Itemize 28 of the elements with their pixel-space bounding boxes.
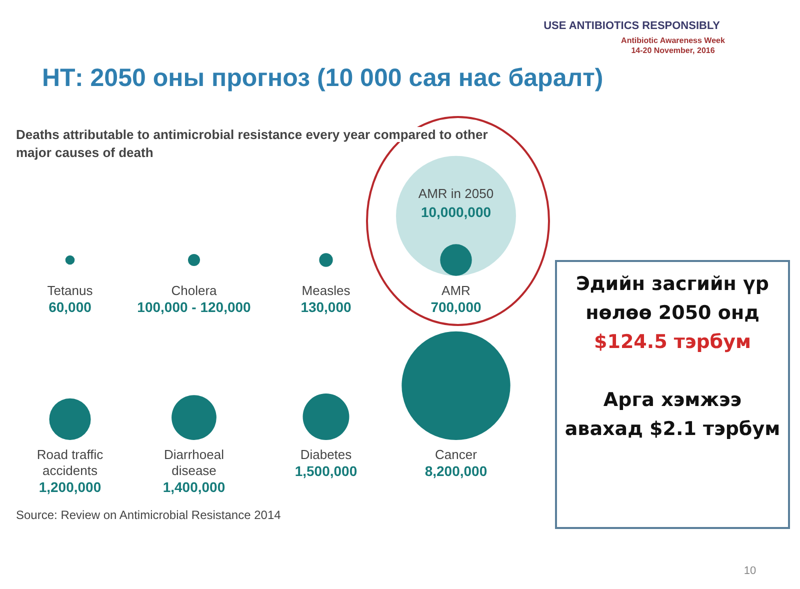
category-label: Road traffic accidents bbox=[36, 447, 104, 478]
text: Deaths attributable to antimicrobial resistance every year compared to other major causes of death bbox=[16, 127, 488, 160]
category-label: Measles bbox=[302, 283, 351, 298]
data-label: 10,000,000 bbox=[420, 204, 492, 220]
data-label: 130,000 bbox=[300, 299, 352, 315]
data-label: 1,500,000 bbox=[294, 463, 358, 479]
text: Эдийн засгийн үр нөлөө 2050 онд bbox=[574, 272, 770, 326]
data-label: 700,000 bbox=[430, 299, 482, 315]
text: 10 bbox=[744, 565, 756, 577]
category-label: Diabetes bbox=[300, 447, 352, 462]
text: $124.5 тэрбум bbox=[593, 330, 752, 355]
source-note: Source: Review on Antimicrobial Resistance 2014 bbox=[16, 508, 282, 522]
category-label: AMR bbox=[442, 283, 470, 298]
text: Арга хэмжээ авахад $2.1 тэрбум bbox=[564, 388, 781, 442]
data-label: 60,000 bbox=[48, 299, 92, 315]
data-label: 100,000 - 120,000 bbox=[137, 299, 252, 315]
category-label: Tetanus bbox=[47, 283, 94, 298]
series-label: AMR in 2050 bbox=[418, 186, 494, 201]
data-label: 1,400,000 bbox=[162, 479, 226, 495]
text: 14-20 November, 2016 bbox=[631, 46, 716, 55]
data-label: 1,200,000 bbox=[38, 479, 102, 495]
text: НТ: 2050 оны прогноз (10 000 сая нас баралт) bbox=[42, 64, 604, 92]
category-label: Cholera bbox=[171, 283, 218, 298]
data-label: 8,200,000 bbox=[424, 463, 488, 479]
text: USE ANTIBIOTICS RESPONSIBLY bbox=[544, 20, 721, 32]
category-label: Diarrhoeal disease bbox=[164, 447, 224, 478]
text: Antibiotic Awareness Week bbox=[621, 36, 726, 45]
category-label: Cancer bbox=[435, 447, 478, 462]
